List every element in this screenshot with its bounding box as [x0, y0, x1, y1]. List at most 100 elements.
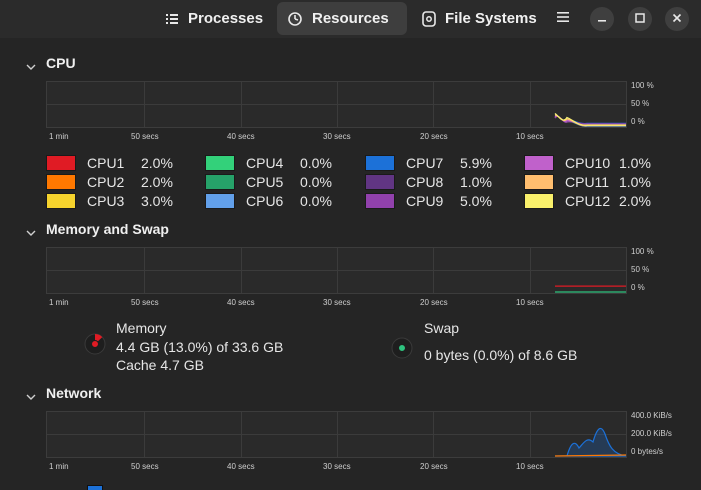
x-axis-tick-label: 50 secs	[131, 462, 159, 471]
cpu-usage-value: 5.9%	[460, 154, 492, 171]
cpu-name: CPU1	[87, 154, 125, 171]
grid-line-horizontal	[47, 434, 626, 435]
cpu-usage-value: 2.0%	[619, 192, 651, 209]
close-icon	[672, 10, 682, 28]
x-axis-tick-label: 10 secs	[516, 298, 544, 307]
network-section-title: Network	[46, 385, 102, 401]
memory-usage: 4.4 GB (13.0%) of 33.6 GB	[116, 339, 284, 355]
cpu-name: CPU12	[565, 192, 611, 209]
cpu-name: CPU10	[565, 154, 611, 171]
list-icon	[165, 12, 179, 26]
memory-section-title: Memory and Swap	[46, 221, 169, 237]
x-axis-tick-label: 50 secs	[131, 298, 159, 307]
cpu-usage-value: 0.0%	[300, 192, 332, 209]
cpu-trace-line	[554, 113, 626, 126]
cpu-legend-item: CPU2 2.0%	[46, 173, 191, 190]
y-axis-tick-label: 100 %	[631, 81, 654, 90]
cpu-name: CPU9	[406, 192, 444, 209]
graph-trace-layer	[554, 113, 626, 127]
swap-pie-icon	[390, 336, 414, 365]
cpu-color-swatch[interactable]	[365, 192, 395, 209]
cpu-legend-item: CPU12 2.0%	[524, 192, 669, 209]
cpu-usage-value: 2.0%	[141, 173, 173, 190]
cpu-legend-item: CPU10 1.0%	[524, 154, 669, 171]
cpu-color-swatch[interactable]	[524, 173, 554, 190]
x-axis-tick-label: 50 secs	[131, 132, 159, 141]
network-sending-trace	[554, 454, 626, 457]
y-axis-tick-label: 200.0 KiB/s	[631, 429, 672, 438]
grid-line-horizontal	[47, 270, 626, 271]
x-axis-tick-label: 20 secs	[420, 132, 448, 141]
cpu-usage-value: 1.0%	[619, 173, 651, 190]
memory-collapse-chevron-icon[interactable]	[26, 224, 36, 242]
cpu-legend-item: CPU8 1.0%	[365, 173, 510, 190]
cpu-legend-item: CPU7 5.9%	[365, 154, 510, 171]
cpu-color-swatch[interactable]	[205, 154, 235, 171]
maximize-icon	[635, 10, 645, 28]
tab-file-systems[interactable]: File Systems	[412, 2, 547, 35]
memory-cache: Cache 4.7 GB	[116, 357, 204, 373]
cpu-color-swatch[interactable]	[524, 154, 554, 171]
graph-trace-layer	[555, 285, 626, 293]
cpu-collapse-chevron-icon[interactable]	[26, 58, 36, 76]
y-axis-tick-label: 400.0 KiB/s	[631, 411, 672, 420]
cpu-name: CPU2	[87, 173, 125, 190]
memory-history-graph	[46, 247, 627, 294]
cpu-color-swatch[interactable]	[205, 173, 235, 190]
cpu-usage-value: 1.0%	[619, 154, 651, 171]
cpu-color-swatch[interactable]	[365, 154, 395, 171]
y-axis-tick-label: 0 %	[631, 283, 645, 292]
minimize-button[interactable]	[590, 7, 614, 31]
swap-label: Swap	[424, 320, 460, 336]
cpu-legend-item: CPU6 0.0%	[205, 192, 350, 209]
cpu-color-swatch[interactable]	[46, 192, 76, 209]
x-axis-tick-label: 40 secs	[227, 132, 255, 141]
network-collapse-chevron-icon[interactable]	[26, 388, 36, 406]
receiving-swatch-icon	[87, 485, 103, 490]
menu-button[interactable]	[551, 7, 575, 31]
pie-center-dot	[398, 344, 406, 352]
cpu-name: CPU6	[246, 192, 284, 209]
x-axis-tick-label: 20 secs	[420, 462, 448, 471]
cpu-usage-value: 3.0%	[141, 192, 173, 209]
maximize-button[interactable]	[628, 7, 652, 31]
cpu-color-swatch[interactable]	[46, 173, 76, 190]
disk-icon	[422, 10, 436, 27]
cpu-color-swatch[interactable]	[46, 154, 76, 171]
x-axis-tick-label: 30 secs	[323, 132, 351, 141]
x-axis-tick-label: 20 secs	[420, 298, 448, 307]
close-button[interactable]	[665, 7, 689, 31]
x-axis-tick-label: 30 secs	[323, 298, 351, 307]
cpu-name: CPU11	[565, 173, 610, 190]
tab-file-systems-label: File Systems	[445, 10, 537, 27]
x-axis-tick-label: 40 secs	[227, 462, 255, 471]
grid-line-horizontal	[47, 104, 626, 105]
cpu-color-swatch[interactable]	[524, 192, 554, 209]
network-history-graph	[46, 411, 627, 458]
cpu-name: CPU5	[246, 173, 284, 190]
y-axis-tick-label: 50 %	[631, 265, 650, 274]
tab-processes[interactable]: Processes	[155, 2, 273, 35]
cpu-color-swatch[interactable]	[205, 192, 235, 209]
cpu-name: CPU7	[406, 154, 444, 171]
x-axis-tick-label: 40 secs	[227, 298, 255, 307]
cpu-color-swatch[interactable]	[365, 173, 395, 190]
cpu-name: CPU4	[246, 154, 284, 171]
y-axis-tick-label: 0 bytes/s	[631, 447, 664, 456]
minimize-icon	[597, 10, 607, 28]
x-axis-tick-label: 10 secs	[516, 462, 544, 471]
cpu-legend-item: CPU3 3.0%	[46, 192, 191, 209]
resources-panel: CPU 1 min 50 secs 40 secs 30 secs 20 secs 10 …	[0, 38, 701, 490]
cpu-legend-item: CPU5 0.0%	[205, 173, 350, 190]
x-axis-tick-label: 10 secs	[516, 132, 544, 141]
cpu-name: CPU3	[87, 192, 125, 209]
cpu-legend-item: CPU1 2.0%	[46, 154, 191, 171]
y-axis-tick-label: 0 %	[631, 117, 645, 126]
tab-processes-label: Processes	[188, 10, 264, 27]
tab-resources[interactable]: Resources	[277, 2, 407, 35]
x-axis-tick-label: 1 min	[49, 132, 69, 141]
cpu-legend-item: CPU11 1.0%	[524, 173, 669, 190]
y-axis-tick-label: 100 %	[631, 247, 654, 256]
cpu-name: CPU8	[406, 173, 444, 190]
cpu-legend-item: CPU4 0.0%	[205, 154, 350, 171]
